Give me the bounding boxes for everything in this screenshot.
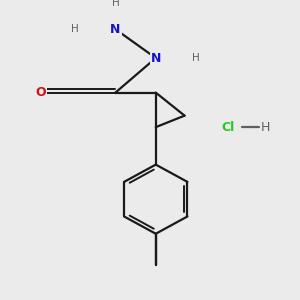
Text: N: N bbox=[151, 52, 161, 64]
Text: O: O bbox=[35, 86, 46, 99]
Text: Cl: Cl bbox=[221, 121, 234, 134]
Text: H: H bbox=[112, 0, 119, 8]
Text: H: H bbox=[192, 53, 200, 63]
Text: H: H bbox=[260, 121, 270, 134]
Text: H: H bbox=[71, 24, 79, 34]
Text: N: N bbox=[110, 23, 121, 36]
